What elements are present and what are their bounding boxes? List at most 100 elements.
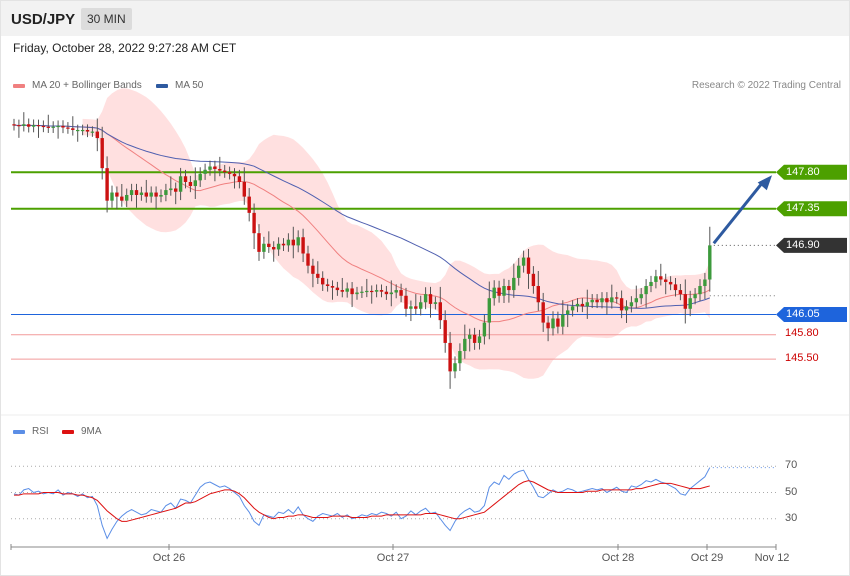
candle — [178, 167, 183, 201]
timeframe-badge[interactable]: 30 MIN — [81, 8, 132, 30]
candle — [335, 281, 340, 296]
candle-body — [517, 265, 521, 278]
candle-body — [438, 302, 442, 321]
candle — [394, 284, 398, 299]
candle-body — [360, 291, 364, 293]
candle-body — [17, 125, 21, 127]
candle-body — [600, 298, 604, 303]
candle — [668, 276, 673, 291]
candle-body — [252, 212, 256, 234]
candle-body — [159, 194, 163, 197]
candle — [80, 124, 85, 136]
candle-body — [46, 126, 50, 128]
candle — [585, 289, 589, 319]
candle — [693, 288, 697, 305]
candle-body — [512, 277, 516, 291]
candle-body — [85, 129, 90, 132]
chart-header: USD/JPY 30 MIN — [1, 1, 849, 36]
candle — [237, 169, 242, 189]
candle — [673, 277, 678, 297]
support-label-2: 145.50 — [785, 351, 819, 364]
candle — [384, 285, 389, 300]
ma20-swatch — [13, 83, 25, 88]
candle-body — [580, 303, 585, 307]
candle — [521, 250, 526, 273]
candle-body — [389, 292, 393, 295]
candle-body — [247, 196, 251, 213]
candle — [276, 237, 281, 256]
candle — [605, 292, 609, 315]
candle-body — [409, 306, 413, 309]
candle-body — [546, 322, 550, 329]
candle-body — [291, 239, 295, 246]
candle — [453, 356, 457, 379]
candle — [242, 167, 246, 205]
candle-body — [80, 129, 85, 132]
candle-body — [36, 125, 41, 127]
ma20-line — [13, 124, 711, 323]
legend-ma50-label: MA 50 — [175, 80, 204, 91]
candle — [208, 160, 212, 176]
candle-body — [183, 176, 188, 182]
candle — [575, 298, 580, 313]
candle-body — [570, 306, 575, 311]
legend-9ma: 9MA — [62, 426, 102, 437]
candle — [477, 329, 482, 350]
candle-body — [615, 297, 619, 299]
candle — [512, 263, 516, 298]
rsi-level-50: 50 — [785, 485, 798, 498]
candle — [350, 282, 354, 308]
candle-body — [95, 131, 99, 139]
candle — [570, 300, 575, 317]
candle-body — [453, 363, 457, 372]
candle — [134, 183, 139, 208]
candle — [105, 156, 109, 213]
symbol-title: USD/JPY — [11, 11, 76, 28]
candle-body — [649, 281, 653, 287]
resistance-tag-1 — [776, 164, 847, 180]
candle — [463, 324, 467, 359]
candle — [556, 311, 560, 334]
candle — [272, 241, 276, 262]
candle-body — [213, 166, 217, 169]
candle-body — [419, 302, 423, 309]
candle-body — [443, 320, 447, 343]
candle — [615, 291, 619, 304]
candle-body — [365, 290, 369, 293]
rsi-level-30: 30 — [785, 511, 798, 524]
candle-body — [242, 181, 246, 197]
candle-body — [433, 302, 438, 304]
candle-body — [188, 181, 193, 187]
candle — [428, 286, 433, 318]
candle-body — [90, 131, 95, 133]
candle — [438, 286, 442, 330]
candle — [159, 189, 163, 203]
candle — [232, 168, 237, 189]
candle-body — [556, 318, 560, 327]
candle — [139, 186, 144, 201]
candle — [12, 118, 16, 131]
candle-body — [178, 176, 183, 192]
candle — [252, 203, 256, 250]
candle — [443, 310, 447, 353]
candle-body — [139, 192, 144, 195]
candle — [487, 281, 491, 340]
legend-9ma-label: 9MA — [81, 426, 102, 437]
candle — [301, 228, 305, 263]
candle-body — [423, 294, 428, 303]
candle-body — [129, 190, 134, 195]
candle — [551, 311, 555, 336]
candle — [492, 280, 496, 306]
candle-body — [644, 286, 648, 295]
candle — [22, 112, 26, 132]
candle-body — [350, 288, 354, 295]
candle — [360, 286, 364, 298]
candle-body — [134, 190, 139, 195]
candle-body — [610, 297, 614, 303]
candle-body — [193, 180, 197, 187]
candle — [678, 283, 683, 301]
candle-body — [321, 277, 325, 285]
candle-body — [370, 290, 374, 293]
candle — [46, 114, 50, 133]
candle-body — [585, 302, 589, 307]
